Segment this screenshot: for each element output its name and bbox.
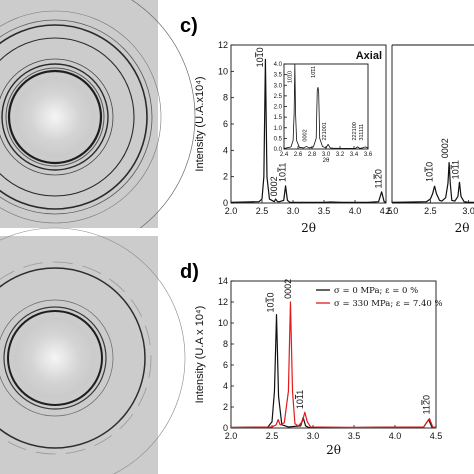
cr-peak-label-1: 0002 <box>440 138 450 158</box>
cr-peak-label-0: 1010 <box>425 162 435 182</box>
d-ytick-label: 6 <box>223 360 228 370</box>
inset-bg <box>284 64 368 149</box>
c-xtick-label: 4.5 <box>380 206 393 216</box>
inset-xlabel: 2θ <box>323 158 330 164</box>
d-series-line-0 <box>230 314 437 429</box>
d-xtick-label: 3.0 <box>307 431 320 441</box>
d-ytick-label: 0 <box>223 423 228 433</box>
inset-xtick-label: 2.4 <box>280 152 289 158</box>
d-peak-label-1: 0002 <box>283 279 293 299</box>
c-ytick-label: 4 <box>223 145 228 155</box>
cr-xtick-label: 3.0 <box>462 206 474 216</box>
plot-c-inset: 2.4 2.6 2.8 3.0 3.2 3.4 3.6 0.0 0.5 1.0 1.5 2.0 2.5 3… <box>274 62 373 164</box>
d-xtick-label: 2.5 <box>266 431 279 441</box>
d-peak-label-3: 1120 <box>421 395 431 414</box>
c-ytick-label: 0 <box>223 198 228 208</box>
plot-d: 2.0 2.5 3.0 3.5 4.0 4.5 0 2 4 6 8 10 12 14 1010 0002 101… <box>194 276 443 457</box>
d-ytick-label: 12 <box>218 297 228 307</box>
inset-ytick-label: 0.0 <box>274 147 283 153</box>
d-legend-label-1: σ = 330 MPa; ε = 7.40 % <box>334 299 443 309</box>
inset-ytick-label: 3.0 <box>274 83 283 89</box>
inset-peak-label-4: 222100 <box>352 122 358 140</box>
c-ytick-label: 2 <box>223 172 228 182</box>
c-series-line-0 <box>230 58 387 203</box>
inset-ytick-label: 2.0 <box>274 105 283 111</box>
inset-series-line-0 <box>283 63 369 149</box>
c-xtick-label: 2.0 <box>225 206 238 216</box>
c-title: Axial <box>356 50 382 62</box>
d-ytick-label: 14 <box>218 276 228 286</box>
inset-peak-label-1: 0002 <box>302 129 308 141</box>
c-xtick-label: 3.0 <box>287 206 300 216</box>
inset-ytick-label: 2.5 <box>274 94 283 100</box>
cr-series-line <box>391 162 474 203</box>
c-xlabel: 2θ <box>301 221 316 235</box>
d-peak-label-0: 1010 <box>266 292 276 312</box>
inset-xtick-label: 3.6 <box>364 152 373 158</box>
c-peak-label-2: 1011 <box>278 163 288 182</box>
d-ytick-label: 10 <box>218 318 228 328</box>
d-xtick-label: 4.5 <box>430 431 443 441</box>
inset-xtick-label: 3.4 <box>350 152 359 158</box>
inset-ytick-label: 1.0 <box>274 126 283 132</box>
d-xtick-label: 4.0 <box>389 431 402 441</box>
inset-ytick-label: 3.5 <box>274 73 283 79</box>
d-xtick-label: 2.0 <box>225 431 238 441</box>
cr-peak-label-2: 1011 <box>451 160 461 179</box>
c-ytick-label: 6 <box>223 119 228 129</box>
d-legend-label-0: σ = 0 MPa; ε = 0 % <box>334 286 418 296</box>
cr-xlabel: 2θ <box>455 221 470 235</box>
inset-peak-label-5: 311111 <box>359 124 365 141</box>
c-ytick-label: 10 <box>218 66 228 76</box>
panel-label-d: d) <box>180 261 199 283</box>
d-ytick-label: 8 <box>223 339 228 349</box>
c-peak-label-1: 0002 <box>269 176 279 196</box>
c-xtick-label: 3.5 <box>318 206 331 216</box>
diffraction-pattern-bottom <box>0 227 186 474</box>
inset-xtick-label: 3.0 <box>322 152 331 158</box>
c-peak-label-3: 1120 <box>374 169 384 188</box>
panel-label-c: c) <box>180 15 198 37</box>
inset-peak-label-2: 1011 <box>311 66 317 78</box>
inset-xtick-label: 3.2 <box>336 152 345 158</box>
d-ytick-label: 4 <box>223 381 228 391</box>
c-ytick-label: 8 <box>223 93 228 103</box>
inset-peak-label-0: 1010 <box>287 71 293 83</box>
d-xlabel: 2θ <box>326 443 341 457</box>
c-xtick-label: 4.0 <box>349 206 362 216</box>
d-xtick-label: 3.5 <box>348 431 361 441</box>
inset-xtick-label: 2.8 <box>308 152 317 158</box>
inset-peak-label-3: 221001 <box>322 122 328 140</box>
d-ylabel: Intensity (U.A x 10⁴) <box>194 306 206 404</box>
c-ylabel: Intensity (U.A.x10⁴) <box>194 76 206 171</box>
inset-ytick-label: 0.5 <box>274 136 283 142</box>
cr-xtick-label: 2.5 <box>424 206 437 216</box>
diffraction-pattern-top <box>0 0 196 258</box>
c-xtick-label: 2.5 <box>256 206 269 216</box>
cr-xtick-label: 2.0 <box>386 206 399 216</box>
d-ytick-label: 2 <box>223 402 228 412</box>
d-peak-label-2: 1011 <box>295 390 305 409</box>
c-peak-label-0: 1010 <box>255 47 265 67</box>
c-ytick-label: 12 <box>218 40 228 50</box>
plot-c: 2.0 2.5 3.0 3.5 4.0 4.50246810121010000210111… <box>194 40 392 235</box>
inset-ytick-label: 1.5 <box>274 115 283 121</box>
d-series-line-1 <box>230 301 437 429</box>
inset-xtick-label: 2.6 <box>294 152 303 158</box>
inset-ytick-label: 4.0 <box>274 62 283 68</box>
